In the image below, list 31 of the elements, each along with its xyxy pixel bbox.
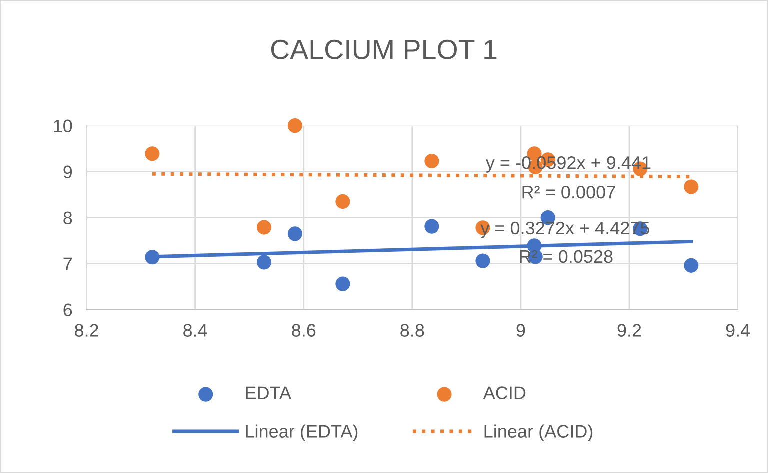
- x-tick-label: 8.6: [292, 324, 316, 337]
- point: [288, 118, 302, 134]
- point: [336, 276, 350, 292]
- point: [336, 194, 350, 209]
- point: [684, 180, 699, 194]
- chart-title: CALCIUM PLOT 1: [271, 40, 497, 60]
- point: [256, 255, 272, 270]
- x-tick-label: 9: [516, 324, 526, 337]
- annotation: R² = 0.0007: [522, 186, 616, 199]
- y-tick-label: 9: [64, 166, 72, 179]
- legend-label: EDTA: [246, 386, 292, 400]
- y-tick-label: 8: [64, 212, 72, 225]
- point: [256, 220, 272, 235]
- x-tick-label: 9.2: [618, 324, 642, 337]
- legend-label: Linear (ACID): [484, 424, 593, 442]
- point: [424, 154, 440, 169]
- x-tick-label: 8.8: [400, 324, 424, 337]
- y-tick-label: 6: [64, 304, 72, 317]
- point: [288, 226, 302, 242]
- point: [145, 146, 160, 162]
- x-tick-label: 8.4: [184, 324, 208, 337]
- point: [476, 254, 490, 268]
- y-tick-label: 7: [64, 258, 72, 270]
- point: [684, 258, 699, 273]
- x-tick-label: 8.2: [75, 324, 98, 337]
- legend-label: ACID: [483, 386, 526, 400]
- x-tick-label: 9.4: [726, 324, 750, 337]
- legend-label: Linear (EDTA): [246, 424, 358, 442]
- point: [424, 219, 440, 234]
- point: [145, 250, 160, 265]
- y-tick-label: 10: [54, 120, 72, 133]
